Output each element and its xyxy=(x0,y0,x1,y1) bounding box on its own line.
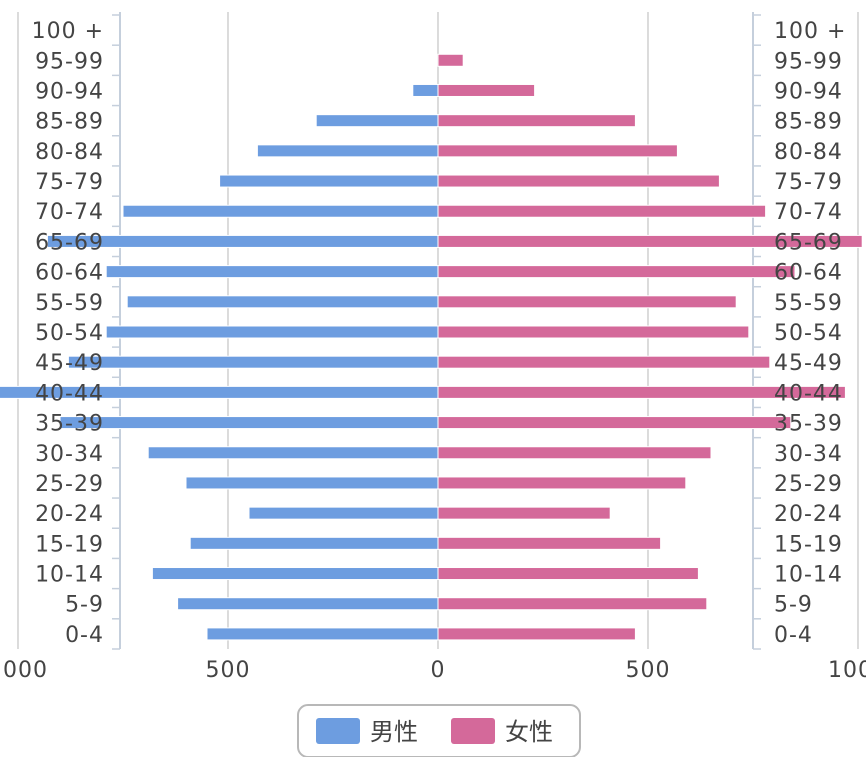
female-bar[interactable] xyxy=(437,144,678,158)
y-tick-label-right: 100 + xyxy=(774,19,846,44)
y-tick-label-left: 50-54 xyxy=(35,321,104,346)
y-tick-label-left: 35-39 xyxy=(35,412,104,437)
y-tick-label-right: 45-49 xyxy=(774,351,843,376)
legend[interactable]: 男性 女性 xyxy=(297,704,581,757)
y-tick-label-left: 65-69 xyxy=(35,230,104,255)
legend-item-female-swatch[interactable] xyxy=(451,718,495,744)
male-bar[interactable] xyxy=(46,234,439,248)
female-bar[interactable] xyxy=(437,83,536,97)
x-tick-label: 1000 xyxy=(828,658,866,683)
female-bar[interactable] xyxy=(437,265,796,279)
male-bar[interactable] xyxy=(248,506,439,520)
y-tick-label-right: 50-54 xyxy=(774,321,843,346)
y-tick-label-left: 75-79 xyxy=(35,170,104,195)
female-bar[interactable] xyxy=(437,627,636,641)
female-bar[interactable] xyxy=(437,53,464,67)
y-tick-label-left: 30-34 xyxy=(35,442,104,467)
y-tick-label-left: 85-89 xyxy=(35,110,104,135)
x-axis-labels: 15001000500050010001500 xyxy=(0,658,866,683)
male-bar[interactable] xyxy=(219,174,439,188)
male-bar[interactable] xyxy=(59,416,439,430)
female-bar[interactable] xyxy=(437,204,767,218)
y-axis-labels: 0-4 0-4 5-9 5-9 10-14 10-14 15-19 15-19 20-24 20-… xyxy=(32,19,846,648)
y-tick-label-left: 60-64 xyxy=(35,261,104,286)
legend-item-male-swatch[interactable] xyxy=(316,718,360,744)
female-bar[interactable] xyxy=(437,174,720,188)
y-tick-label-left: 90-94 xyxy=(35,79,104,104)
y-tick-label-right: 85-89 xyxy=(774,110,843,135)
male-bar[interactable] xyxy=(177,597,439,611)
female-bar[interactable] xyxy=(437,355,771,369)
male-bar[interactable] xyxy=(147,446,439,460)
female-bar[interactable] xyxy=(437,567,699,581)
y-tick-label-right: 10-14 xyxy=(774,563,843,588)
y-tick-label-right: 25-29 xyxy=(774,472,843,497)
y-tick-label-right: 35-39 xyxy=(774,412,843,437)
female-bar[interactable] xyxy=(437,114,636,128)
y-tick-label-right: 95-99 xyxy=(774,49,843,74)
y-tick-label-right: 20-24 xyxy=(774,502,843,527)
y-tick-label-left: 70-74 xyxy=(35,200,104,225)
y-tick-label-left: 100 + xyxy=(32,19,104,44)
male-bar[interactable] xyxy=(315,114,439,128)
female-bar[interactable] xyxy=(437,416,792,430)
y-tick-label-right: 65-69 xyxy=(774,230,843,255)
male-bar[interactable] xyxy=(105,265,439,279)
female-bar[interactable] xyxy=(437,234,863,248)
y-tick-label-right: 0-4 xyxy=(774,623,813,648)
y-tick-label-left: 80-84 xyxy=(35,140,104,165)
x-tick-label: 500 xyxy=(206,658,251,683)
y-tick-label-right: 70-74 xyxy=(774,200,843,225)
y-tick-label-left: 20-24 xyxy=(35,502,104,527)
female-bar[interactable] xyxy=(437,446,712,460)
female-bar[interactable] xyxy=(437,385,846,399)
female-bar[interactable] xyxy=(437,536,662,550)
legend-item-female-label[interactable]: 女性 xyxy=(505,718,553,746)
male-bar[interactable] xyxy=(105,325,439,339)
y-tick-label-left: 40-44 xyxy=(35,381,104,406)
male-bar[interactable] xyxy=(151,567,439,581)
y-tick-label-left: 10-14 xyxy=(35,563,104,588)
x-tick-label: 0 xyxy=(431,658,446,683)
female-bar[interactable] xyxy=(437,506,611,520)
female-bar[interactable] xyxy=(437,325,750,339)
y-tick-label-left: 0-4 xyxy=(65,623,104,648)
male-bar[interactable] xyxy=(256,144,439,158)
y-tick-label-left: 95-99 xyxy=(35,49,104,74)
y-tick-label-right: 60-64 xyxy=(774,261,843,286)
female-bar[interactable] xyxy=(437,295,737,309)
y-tick-label-right: 30-34 xyxy=(774,442,843,467)
y-tick-label-right: 90-94 xyxy=(774,79,843,104)
y-tick-label-left: 45-49 xyxy=(35,351,104,376)
y-tick-label-left: 15-19 xyxy=(35,532,104,557)
bars xyxy=(0,53,863,641)
legend-box xyxy=(297,704,581,757)
y-tick-label-right: 5-9 xyxy=(774,593,813,618)
female-bar[interactable] xyxy=(437,476,687,490)
y-tick-label-right: 75-79 xyxy=(774,170,843,195)
y-tick-label-left: 25-29 xyxy=(35,472,104,497)
y-tick-label-right: 55-59 xyxy=(774,291,843,316)
x-tick-label: 500 xyxy=(626,658,671,683)
y-tick-label-right: 40-44 xyxy=(774,381,843,406)
y-tick-label-left: 5-9 xyxy=(65,593,104,618)
male-bar[interactable] xyxy=(206,627,439,641)
female-bar[interactable] xyxy=(437,597,708,611)
male-bar[interactable] xyxy=(412,83,439,97)
male-bar[interactable] xyxy=(67,355,439,369)
male-bar[interactable] xyxy=(126,295,439,309)
male-bar[interactable] xyxy=(185,476,439,490)
male-bar[interactable] xyxy=(189,536,439,550)
y-tick-label-left: 55-59 xyxy=(35,291,104,316)
x-tick-label: 1000 xyxy=(0,658,48,683)
y-tick-label-right: 15-19 xyxy=(774,532,843,557)
male-bar[interactable] xyxy=(122,204,439,218)
y-tick-label-right: 80-84 xyxy=(774,140,843,165)
legend-item-male-label[interactable]: 男性 xyxy=(370,718,418,746)
